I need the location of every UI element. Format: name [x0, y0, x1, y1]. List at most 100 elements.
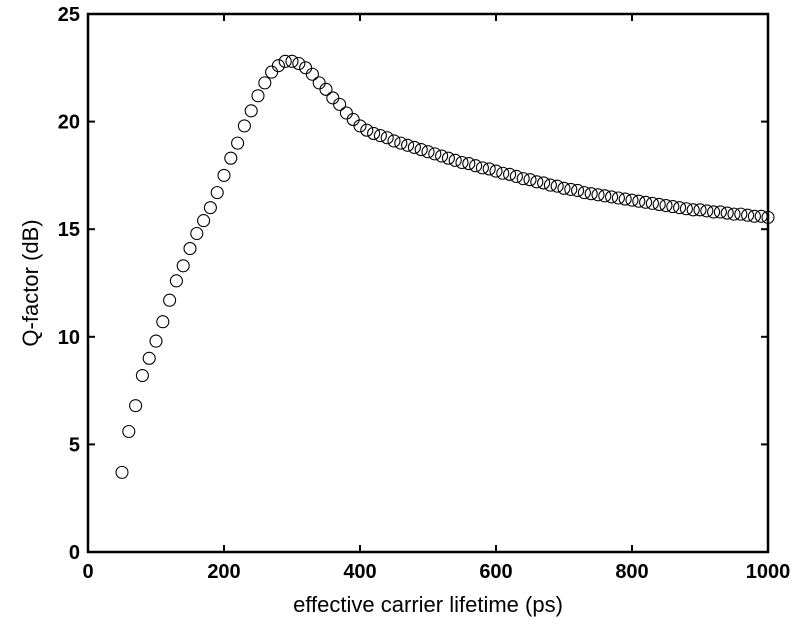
data-point	[326, 91, 340, 105]
data-point	[190, 226, 204, 241]
data-point	[727, 207, 741, 221]
data-point	[176, 259, 190, 273]
data-point	[333, 97, 347, 111]
data-point	[414, 143, 428, 157]
data-point	[115, 465, 129, 479]
data-point	[564, 182, 578, 196]
y-axis-label: Q-factor (dB)	[18, 219, 43, 346]
y-tick-label: 25	[58, 4, 80, 26]
data-point	[550, 179, 564, 193]
data-point	[605, 190, 619, 204]
data-point	[401, 138, 415, 152]
data-point	[455, 155, 469, 170]
data-point	[224, 151, 238, 165]
data-point	[231, 136, 245, 150]
data-point	[496, 166, 510, 180]
data-point	[197, 214, 211, 228]
data-point	[244, 104, 258, 118]
data-point	[156, 315, 170, 329]
data-point	[339, 106, 353, 120]
data-point	[632, 194, 646, 208]
x-tick-label: 800	[615, 561, 648, 583]
data-point	[509, 169, 523, 184]
data-point	[645, 196, 659, 210]
data-point	[407, 140, 421, 154]
data-point	[639, 195, 653, 209]
y-tick-label: 15	[58, 219, 80, 241]
data-point	[271, 59, 285, 73]
data-point	[129, 399, 143, 413]
data-point	[448, 153, 462, 167]
y-tick-label: 0	[69, 542, 80, 564]
data-point	[666, 200, 680, 214]
data-point	[482, 162, 496, 176]
data-point	[135, 368, 149, 383]
data-point	[258, 76, 272, 90]
data-point	[251, 89, 265, 103]
data-point	[557, 181, 571, 195]
data-point	[516, 172, 530, 186]
x-axis-label: effective carrier lifetime (ps)	[293, 592, 563, 617]
data-point	[543, 178, 557, 192]
data-point	[686, 203, 700, 217]
data-point	[747, 209, 761, 223]
tick-labels: 0 200 400 600 800 1000 0 5 10 15 20 25	[58, 4, 791, 583]
data-point	[462, 157, 476, 171]
data-point	[652, 197, 666, 212]
data-point	[387, 134, 401, 148]
y-tick-label: 5	[69, 434, 80, 456]
data-point	[373, 129, 387, 143]
y-tick-label: 20	[58, 112, 80, 134]
data-points	[115, 54, 775, 479]
data-point	[421, 145, 435, 159]
data-point	[305, 67, 319, 81]
data-point	[577, 186, 591, 200]
data-point	[149, 334, 163, 348]
data-point	[435, 149, 449, 163]
data-point	[523, 173, 537, 187]
data-point	[598, 189, 612, 203]
data-point	[489, 164, 503, 178]
data-point	[659, 198, 673, 213]
data-point	[278, 54, 292, 68]
data-point	[713, 205, 727, 219]
data-point	[700, 204, 714, 218]
data-point	[734, 207, 748, 221]
x-tick-label: 0	[82, 561, 93, 583]
data-point	[741, 208, 755, 222]
data-point	[537, 176, 551, 190]
data-point	[707, 205, 721, 219]
data-point	[319, 82, 333, 96]
data-point	[285, 54, 299, 68]
data-point	[394, 136, 408, 150]
data-point	[367, 126, 381, 140]
data-point	[353, 119, 367, 133]
data-point	[571, 183, 585, 198]
data-point	[475, 161, 489, 175]
data-point	[625, 193, 639, 207]
data-point	[693, 203, 707, 217]
data-point	[122, 424, 136, 439]
data-point	[265, 65, 279, 79]
data-point	[299, 61, 313, 75]
x-tick-label: 1000	[746, 561, 791, 583]
x-tick-label: 600	[479, 561, 512, 583]
data-point	[183, 242, 197, 256]
data-point	[611, 191, 625, 205]
data-point	[584, 187, 598, 201]
plot-frame	[86, 12, 770, 554]
data-point	[163, 293, 177, 307]
data-point	[203, 201, 217, 215]
data-point	[618, 192, 632, 206]
data-point	[292, 56, 306, 71]
axis-ticks	[87, 13, 769, 553]
x-tick-label: 400	[343, 561, 376, 583]
y-tick-label: 10	[58, 327, 80, 349]
data-point	[360, 123, 374, 137]
data-point	[142, 351, 156, 365]
data-point	[591, 188, 605, 202]
data-point	[312, 76, 326, 90]
data-point	[428, 147, 442, 161]
data-point	[217, 168, 231, 182]
data-point	[346, 112, 360, 126]
